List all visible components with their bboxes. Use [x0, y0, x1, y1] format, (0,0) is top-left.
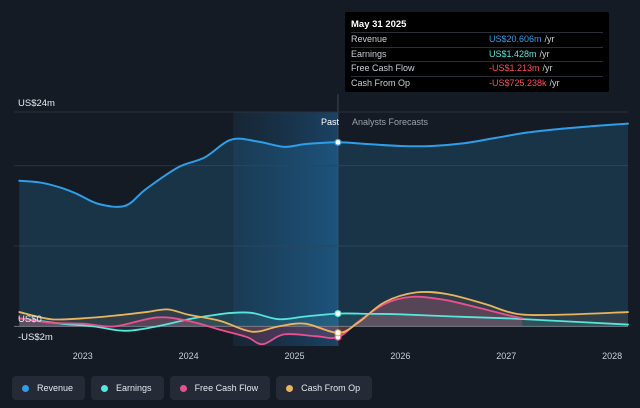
tooltip-value: US$1.428m	[489, 48, 537, 59]
legend-label: Revenue	[37, 383, 74, 393]
tooltip-label: Earnings	[351, 48, 387, 59]
tooltip-label: Revenue	[351, 34, 388, 44]
x-tick-label: 2025	[285, 351, 305, 361]
tooltip-label: Cash From Op	[351, 77, 411, 88]
x-tick-label: 2027	[496, 351, 516, 361]
past-label: Past	[321, 117, 340, 127]
legend-label: Free Cash Flow	[194, 383, 259, 393]
tooltip-value: US$20.606m	[489, 34, 542, 44]
tooltip-unit: /yr	[539, 48, 550, 59]
tooltip-unit: /yr	[542, 63, 553, 73]
tooltip-row-earnings: Earnings US$1.428m /yr	[351, 46, 603, 62]
free-cash-flow-area	[19, 296, 523, 345]
free-cash-flow-line	[18, 295, 524, 346]
forecast-label: Analysts Forecasts	[352, 117, 429, 127]
gridlines	[14, 111, 628, 327]
legend-dot-icon	[101, 384, 109, 392]
cash-from-op-hover-marker	[334, 329, 342, 337]
legend-item-earnings[interactable]: Earnings	[91, 376, 164, 400]
revenue-area	[19, 123, 629, 327]
data-tooltip: May 31 2025 Revenue US$20.606m /yr Earni…	[345, 12, 609, 92]
x-axis-ticks: 2023 2024 2025 2026 2027 2028	[73, 351, 622, 361]
x-tick-label: 2026	[390, 351, 410, 361]
legend-item-revenue[interactable]: Revenue	[12, 376, 86, 400]
revenue-hover-marker	[334, 138, 342, 146]
earnings-area	[19, 312, 629, 331]
x-tick-label: 2023	[73, 351, 93, 361]
x-tick-label: 2024	[179, 351, 199, 361]
tooltip-unit: /yr	[544, 34, 555, 44]
revenue-line	[18, 122, 629, 208]
legend-item-cfo[interactable]: Cash From Op	[276, 376, 373, 400]
past-highlight-layer	[233, 94, 339, 346]
legend-label: Cash From Op	[301, 383, 361, 393]
x-tick-label: 2028	[602, 351, 622, 361]
earnings-hover-marker	[334, 309, 342, 318]
tooltip-value: -US$1.213m	[489, 63, 540, 73]
tooltip-value: -US$725.238k	[489, 77, 547, 88]
tooltip-label: Free Cash Flow	[351, 63, 415, 73]
legend-dot-icon	[22, 384, 29, 392]
y-axis-label-zero: US$0	[18, 314, 42, 325]
tooltip-date: May 31 2025	[351, 19, 407, 30]
legend-dot-icon	[179, 384, 187, 392]
legend-dot-icon	[286, 384, 294, 392]
legend-label: Earnings	[116, 383, 152, 393]
legend-item-fcf[interactable]: Free Cash Flow	[169, 376, 271, 400]
earnings-line	[18, 311, 629, 332]
past-highlight-band	[233, 112, 338, 346]
series-lines	[18, 122, 629, 346]
tooltip-row-revenue: Revenue US$20.606m /yr	[351, 32, 603, 47]
cash-from-op-line	[18, 290, 629, 334]
series-areas	[19, 123, 629, 345]
chart-legend: Revenue Earnings Free Cash Flow Cash Fro…	[12, 376, 373, 400]
hover-markers	[334, 138, 342, 341]
axis-labels: US$24m US$0 -US$2m Past Analysts Forecas…	[18, 98, 429, 343]
tooltip-row-fcf: Free Cash Flow -US$1.213m /yr	[351, 61, 603, 76]
tooltip-row-cfo: Cash From Op -US$725.238k /yr	[351, 75, 603, 91]
tooltip-unit: /yr	[549, 77, 560, 88]
y-axis-label-bottom: -US$2m	[18, 332, 53, 343]
y-axis-label-top: US$24m	[18, 98, 55, 109]
